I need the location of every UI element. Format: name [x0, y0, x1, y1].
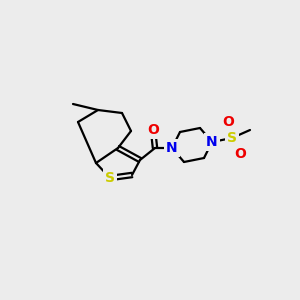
- Text: O: O: [234, 147, 246, 161]
- Text: N: N: [166, 141, 178, 155]
- Text: N: N: [206, 135, 218, 149]
- Text: O: O: [147, 123, 159, 137]
- Text: S: S: [105, 171, 115, 185]
- Text: O: O: [222, 115, 234, 129]
- Text: S: S: [227, 131, 237, 145]
